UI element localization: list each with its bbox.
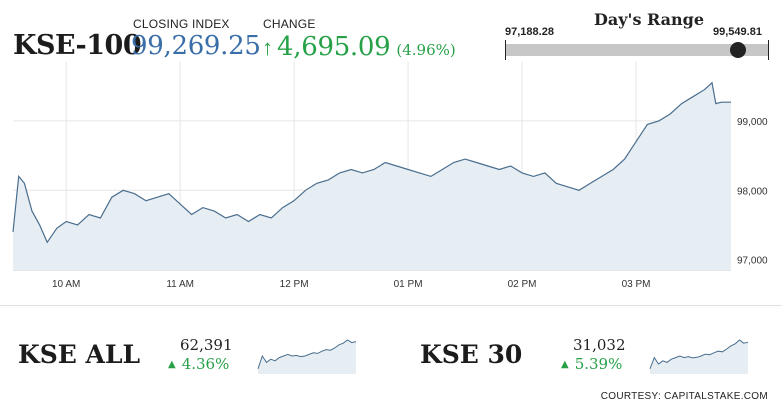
- kse-30-sparkline: [649, 339, 749, 374]
- intraday-chart: 10 AM 11 AM 12 PM 01 PM 02 PM 03 PM 97,000 98,0…: [12, 62, 768, 290]
- x-tick-label: 10 AM: [52, 279, 80, 290]
- days-range-track: [505, 42, 769, 58]
- change-value: 4,695.09: [277, 32, 391, 62]
- series-area: [13, 82, 731, 270]
- x-tick-label: 12 PM: [280, 279, 309, 290]
- divider: [0, 305, 782, 306]
- sparkline-line: [649, 339, 749, 369]
- y-tick-label: 97,000: [737, 256, 768, 267]
- x-tick-label: 03 PM: [622, 279, 651, 290]
- x-tick-label: 02 PM: [508, 279, 537, 290]
- kse-all-value: 62,391: [180, 336, 233, 354]
- sparkline-line: [257, 339, 357, 369]
- y-tick-label: 99,000: [737, 117, 768, 128]
- index-title: KSE-100: [13, 30, 142, 61]
- kse-all-sparkline: [257, 339, 357, 374]
- kse-30-name: KSE 30: [420, 340, 523, 369]
- x-tick-label: 01 PM: [394, 279, 423, 290]
- sparkline-area: [258, 340, 356, 374]
- days-range-marker: [729, 42, 746, 58]
- kse-30-change: ▲ 5.39%: [561, 355, 622, 373]
- change-percent: (4.96%): [396, 41, 456, 59]
- up-arrow-icon: ↑: [262, 35, 273, 60]
- days-range-low: 97,188.28: [505, 26, 554, 38]
- closing-index-value: 99,269.25: [131, 31, 261, 61]
- days-range-title: Day's Range: [594, 10, 705, 29]
- up-triangle-icon: ▲: [168, 358, 176, 370]
- closing-index-label: CLOSING INDEX: [133, 17, 230, 31]
- range-tick-right: [768, 40, 769, 60]
- up-triangle-icon: ▲: [561, 358, 569, 370]
- y-tick-label: 98,000: [737, 186, 768, 197]
- range-tick-left: [505, 40, 506, 60]
- kse-30-value: 31,032: [573, 336, 626, 354]
- kse-all-change: ▲ 4.36%: [168, 355, 229, 373]
- series-line: [12, 81, 731, 244]
- days-range-high: 99,549.81: [713, 26, 762, 38]
- courtesy-credit: COURTESY: CAPITALSTAKE.COM: [600, 391, 768, 402]
- change-row: ↑ 4,695.09 (4.96%): [262, 32, 456, 62]
- kse-all-percent: 4.36%: [181, 355, 230, 373]
- x-tick-label: 11 AM: [166, 279, 194, 290]
- kse-30-percent: 5.39%: [574, 355, 623, 373]
- kse-all-name: KSE ALL: [18, 340, 141, 369]
- change-label: CHANGE: [263, 17, 316, 31]
